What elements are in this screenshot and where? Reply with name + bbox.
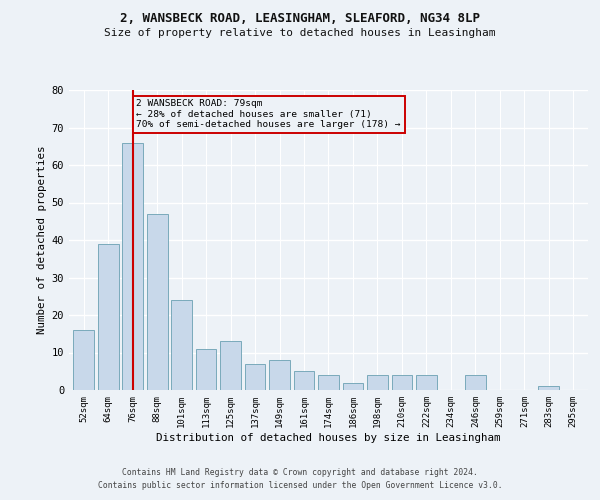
Bar xyxy=(293,371,314,390)
Bar xyxy=(465,375,486,390)
Text: Contains public sector information licensed under the Open Government Licence v3: Contains public sector information licen… xyxy=(98,480,502,490)
Bar xyxy=(98,244,119,390)
Bar xyxy=(367,375,388,390)
Bar xyxy=(196,349,217,390)
Text: 2, WANSBECK ROAD, LEASINGHAM, SLEAFORD, NG34 8LP: 2, WANSBECK ROAD, LEASINGHAM, SLEAFORD, … xyxy=(120,12,480,26)
Bar xyxy=(416,375,437,390)
Bar xyxy=(171,300,192,390)
Text: Size of property relative to detached houses in Leasingham: Size of property relative to detached ho… xyxy=(104,28,496,38)
Bar xyxy=(269,360,290,390)
Text: 2 WANSBECK ROAD: 79sqm
← 28% of detached houses are smaller (71)
70% of semi-det: 2 WANSBECK ROAD: 79sqm ← 28% of detached… xyxy=(136,100,401,129)
Bar xyxy=(343,382,364,390)
Bar xyxy=(122,142,143,390)
Bar xyxy=(538,386,559,390)
Bar xyxy=(245,364,265,390)
Bar xyxy=(73,330,94,390)
Y-axis label: Number of detached properties: Number of detached properties xyxy=(37,146,47,334)
Bar xyxy=(147,214,167,390)
X-axis label: Distribution of detached houses by size in Leasingham: Distribution of detached houses by size … xyxy=(156,432,501,442)
Bar xyxy=(318,375,339,390)
Bar xyxy=(392,375,412,390)
Bar xyxy=(220,341,241,390)
Text: Contains HM Land Registry data © Crown copyright and database right 2024.: Contains HM Land Registry data © Crown c… xyxy=(122,468,478,477)
